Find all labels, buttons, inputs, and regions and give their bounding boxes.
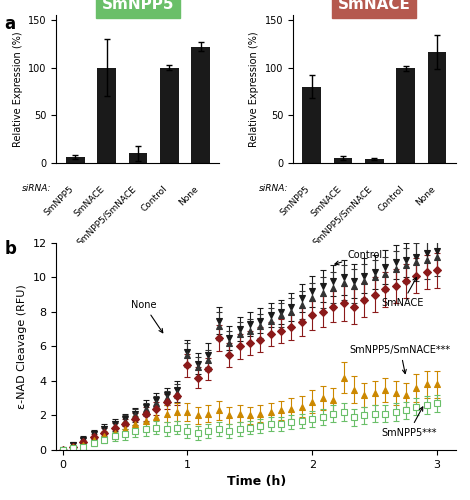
Text: SmNPP5/SmNACE: SmNPP5/SmNACE	[312, 184, 375, 247]
Text: Control: Control	[140, 184, 169, 214]
Text: SmNPP5: SmNPP5	[42, 184, 75, 217]
Bar	[365, 159, 384, 163]
Text: siRNA:: siRNA:	[258, 184, 288, 193]
Text: SmNACE: SmNACE	[381, 278, 423, 308]
Text: SmNACE: SmNACE	[309, 184, 343, 218]
Text: SmNPP5/SmNACE: SmNPP5/SmNACE	[75, 184, 138, 247]
Bar	[160, 68, 179, 163]
Text: Control: Control	[376, 184, 406, 214]
Text: siRNA:: siRNA:	[22, 184, 52, 193]
Title: SmNPP5: SmNPP5	[102, 0, 174, 12]
Text: Control: Control	[335, 250, 383, 265]
Bar	[128, 154, 147, 163]
Bar	[334, 158, 352, 163]
Text: a: a	[5, 15, 16, 33]
Y-axis label: ε-NAD Cleavage (RFU): ε-NAD Cleavage (RFU)	[17, 284, 27, 409]
Text: None: None	[131, 300, 163, 332]
Text: b: b	[5, 240, 16, 258]
Bar	[396, 68, 415, 163]
Bar	[428, 52, 446, 163]
Text: SmNPP5/SmNACE***: SmNPP5/SmNACE***	[350, 345, 451, 374]
Text: SmNACE: SmNACE	[72, 184, 107, 218]
Y-axis label: Relative Expression (%): Relative Expression (%)	[249, 31, 259, 147]
Bar	[66, 157, 85, 163]
Text: SmNPP5: SmNPP5	[279, 184, 312, 217]
Bar	[191, 46, 210, 163]
Y-axis label: Relative Expression (%): Relative Expression (%)	[13, 31, 23, 147]
Text: None: None	[414, 184, 437, 207]
Bar	[97, 68, 116, 163]
Text: SmNPP5***: SmNPP5***	[381, 407, 437, 438]
Bar	[302, 86, 321, 163]
Text: None: None	[178, 184, 201, 207]
X-axis label: Time (h): Time (h)	[227, 476, 286, 488]
Title: SmNACE: SmNACE	[338, 0, 411, 12]
